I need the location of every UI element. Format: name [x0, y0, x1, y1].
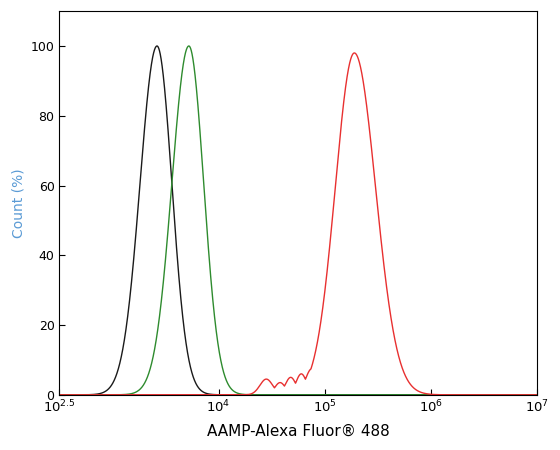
X-axis label: AAMP-Alexa Fluor® 488: AAMP-Alexa Fluor® 488 [207, 424, 390, 439]
Y-axis label: Count (%): Count (%) [11, 168, 25, 238]
